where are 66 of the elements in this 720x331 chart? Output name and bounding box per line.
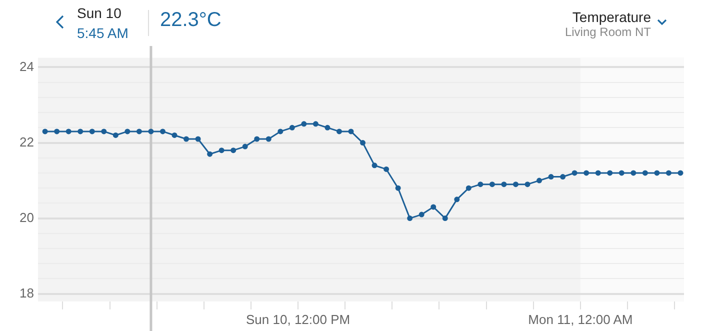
point xyxy=(42,128,48,134)
point xyxy=(254,136,260,142)
y-tick-label: 22 xyxy=(20,134,34,150)
point xyxy=(195,136,201,142)
chart-title: Temperature xyxy=(572,9,651,25)
point xyxy=(66,128,72,134)
point xyxy=(607,170,613,176)
y-tick-label: 18 xyxy=(20,285,34,300)
point xyxy=(207,151,213,157)
point xyxy=(654,170,660,176)
point xyxy=(112,132,118,138)
point xyxy=(524,182,530,188)
x-tick-label: Mon 11, 12:00 AM xyxy=(528,312,633,327)
point xyxy=(324,124,330,130)
point xyxy=(148,128,154,134)
point xyxy=(348,128,354,134)
point xyxy=(560,174,566,180)
point xyxy=(160,128,166,134)
point xyxy=(584,170,590,176)
point xyxy=(512,182,518,188)
point xyxy=(572,170,578,176)
point xyxy=(266,136,272,142)
point xyxy=(466,185,472,191)
point xyxy=(595,170,601,176)
point xyxy=(242,144,248,150)
point xyxy=(184,136,190,142)
y-tick-label: 20 xyxy=(20,210,34,225)
point xyxy=(230,148,236,154)
point xyxy=(289,124,295,130)
point xyxy=(89,128,95,134)
text: 22.3°C xyxy=(160,9,222,32)
point xyxy=(418,212,424,218)
point xyxy=(78,128,84,134)
point xyxy=(172,132,178,138)
point xyxy=(278,128,284,134)
text: Sun 10 xyxy=(77,5,122,21)
point xyxy=(454,196,460,202)
point xyxy=(430,204,436,210)
point xyxy=(218,148,224,154)
point xyxy=(536,178,542,184)
point xyxy=(548,174,554,180)
point xyxy=(678,170,684,176)
point xyxy=(489,182,495,188)
point xyxy=(666,170,672,176)
x-tick-label: Sun 10, 12:00 PM xyxy=(246,312,350,327)
point xyxy=(301,121,307,127)
point xyxy=(54,128,60,134)
point xyxy=(442,216,448,222)
point xyxy=(124,128,130,134)
text: 5:45 AM xyxy=(77,25,128,41)
chart-subtitle: Living Room NT xyxy=(564,25,651,39)
point xyxy=(312,121,318,127)
point xyxy=(501,182,507,188)
y-tick-label: 24 xyxy=(20,58,34,74)
point xyxy=(360,140,366,146)
point xyxy=(372,162,378,168)
point xyxy=(407,216,413,222)
point xyxy=(618,170,624,176)
point xyxy=(101,128,107,134)
point xyxy=(384,166,390,172)
point xyxy=(336,128,342,134)
point xyxy=(395,185,401,191)
point xyxy=(630,170,636,176)
point xyxy=(136,128,142,134)
point xyxy=(642,170,648,176)
point xyxy=(478,182,484,188)
